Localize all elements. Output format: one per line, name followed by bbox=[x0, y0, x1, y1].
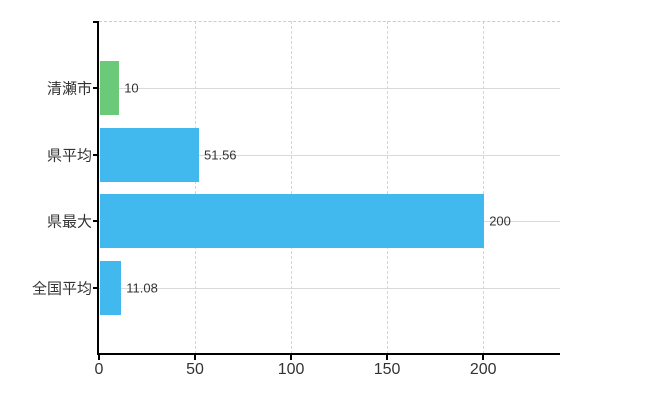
y-tick bbox=[93, 287, 99, 289]
v-gridline bbox=[483, 21, 485, 354]
bar-value-label: 11.08 bbox=[126, 280, 158, 296]
x-tick-label: 50 bbox=[186, 361, 204, 378]
x-tick-label: 100 bbox=[277, 361, 305, 378]
x-tick-label: 0 bbox=[94, 361, 104, 378]
x-tick bbox=[290, 355, 293, 360]
bar-value-label: 200 bbox=[489, 213, 511, 229]
category-label: 清瀬市 bbox=[46, 80, 92, 98]
bar bbox=[100, 127, 199, 182]
category-label: 全国平均 bbox=[31, 280, 92, 298]
x-tick bbox=[386, 355, 389, 360]
v-gridline bbox=[387, 21, 389, 354]
y-tick bbox=[93, 153, 99, 156]
bar bbox=[100, 194, 485, 249]
x-tick bbox=[482, 355, 485, 360]
bar bbox=[100, 61, 120, 115]
bar-value-label: 10 bbox=[124, 80, 139, 96]
y-tick bbox=[93, 220, 99, 223]
x-tick bbox=[98, 355, 100, 360]
y-axis bbox=[97, 21, 99, 355]
y-tick bbox=[93, 87, 99, 89]
h-gridline bbox=[99, 288, 560, 289]
plot-top-border bbox=[99, 21, 560, 22]
category-label: 県最大 bbox=[46, 213, 92, 231]
x-tick-label: 200 bbox=[469, 361, 497, 378]
bar-value-label: 51.56 bbox=[204, 147, 237, 163]
x-axis bbox=[97, 353, 560, 355]
h-gridline bbox=[99, 154, 560, 156]
v-gridline bbox=[195, 21, 196, 354]
y-tick bbox=[93, 21, 99, 23]
v-gridline bbox=[291, 21, 293, 354]
category-label: 県平均 bbox=[46, 147, 92, 165]
x-tick-label: 150 bbox=[373, 361, 401, 378]
x-tick bbox=[194, 355, 196, 360]
bar bbox=[100, 261, 122, 315]
h-gridline bbox=[99, 88, 560, 89]
